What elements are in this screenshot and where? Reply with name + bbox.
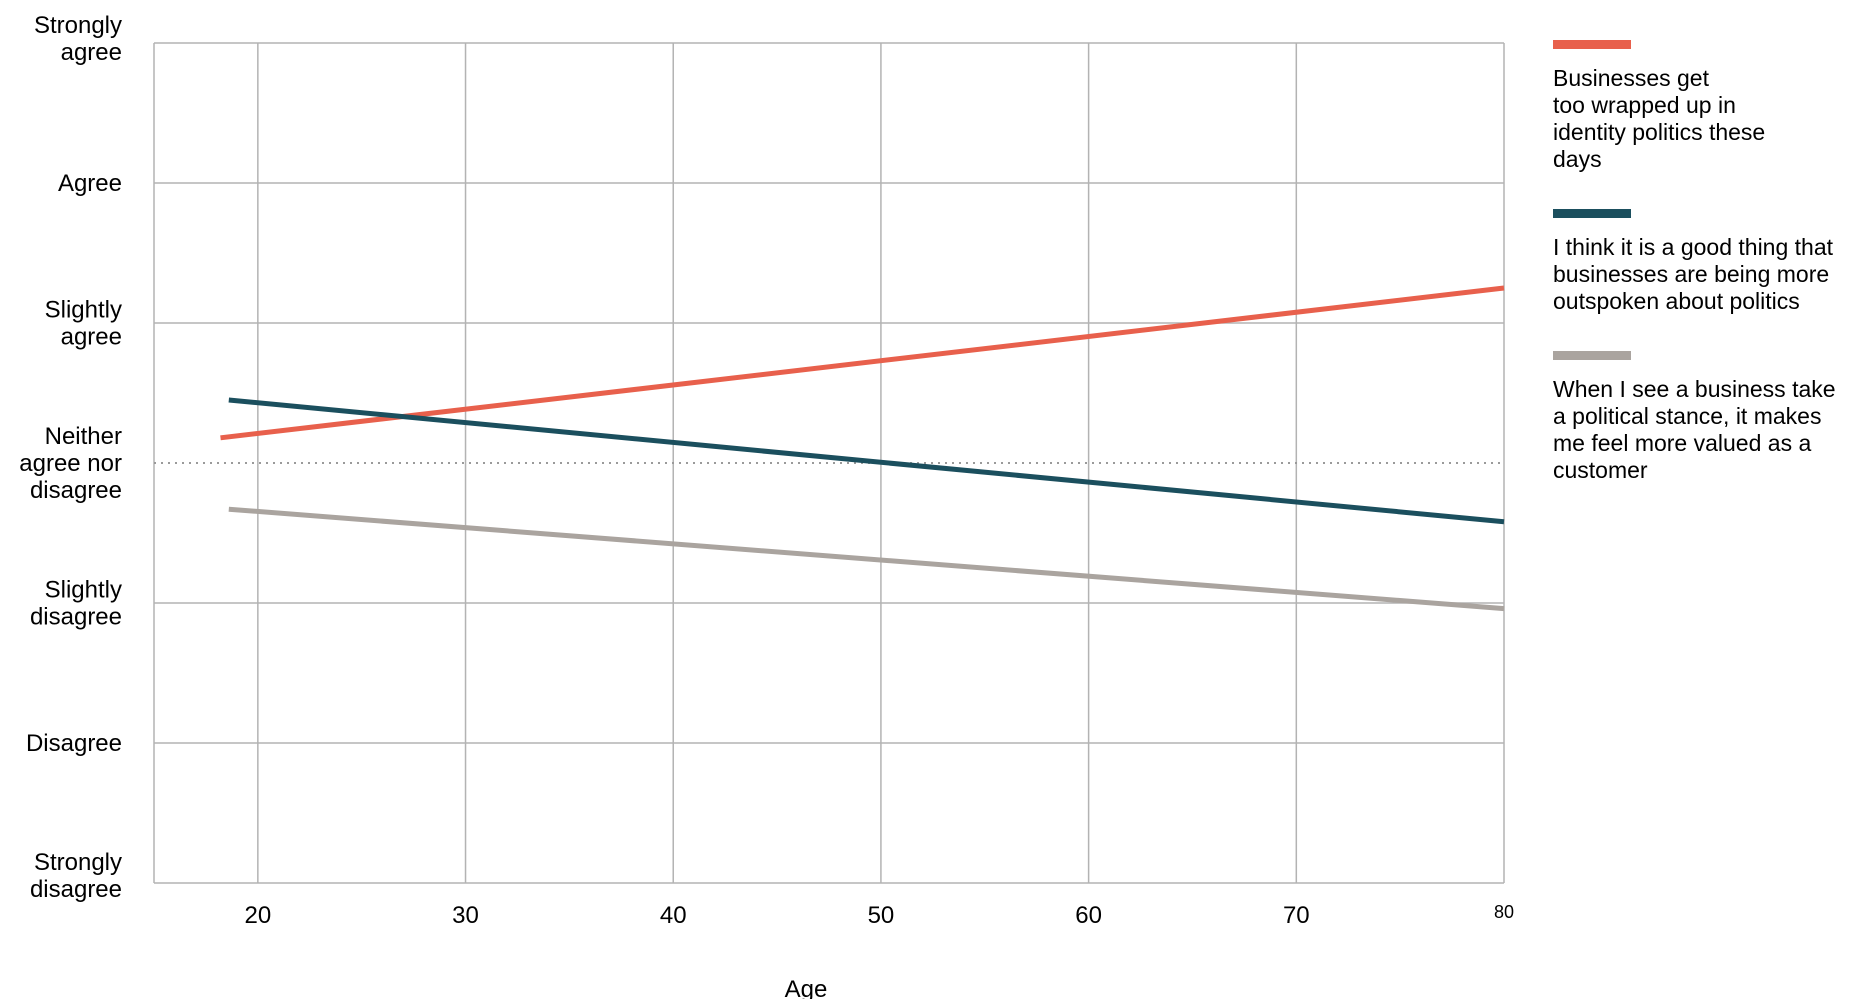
x-tick-label: 20 xyxy=(244,902,271,929)
y-tick-label: Neither agree nor disagree xyxy=(19,423,122,504)
series-lines xyxy=(220,285,1505,612)
legend: Businesses get too wrapped up in identit… xyxy=(1553,40,1863,520)
y-tick-label: Strongly agree xyxy=(34,12,122,66)
x-tick-label: 40 xyxy=(660,902,687,929)
legend-label: Businesses get too wrapped up in identit… xyxy=(1553,65,1766,172)
series-line-1 xyxy=(220,285,1505,441)
grid xyxy=(153,42,1505,884)
series-line-2 xyxy=(228,397,1505,525)
series-line-3 xyxy=(228,506,1505,612)
legend-item-1: Businesses get too wrapped up in identit… xyxy=(1553,40,1863,173)
x-axis-title: Age xyxy=(785,976,828,999)
legend-label: I think it is a good thing that business… xyxy=(1553,234,1834,314)
x-tick-label: 50 xyxy=(868,902,895,929)
y-tick-label: Disagree xyxy=(26,730,122,757)
legend-swatch xyxy=(1553,351,1631,360)
x-tick-label: 30 xyxy=(452,902,479,929)
y-tick-label: Slightly disagree xyxy=(30,577,122,631)
legend-item-3: When I see a business take a political s… xyxy=(1553,351,1863,484)
legend-item-2: I think it is a good thing that business… xyxy=(1553,209,1863,315)
legend-label: When I see a business take a political s… xyxy=(1553,376,1836,483)
y-tick-label: Strongly disagree xyxy=(30,849,122,903)
y-tick-label: Slightly agree xyxy=(45,297,122,351)
x-tick-labels: 20 30 40 50 60 70 80 xyxy=(244,902,1514,929)
legend-swatch xyxy=(1553,209,1631,218)
x-tick-label: 60 xyxy=(1075,902,1102,929)
y-tick-labels: Strongly agree Agree Slightly agree Neither ag… xyxy=(19,12,122,903)
legend-swatch xyxy=(1553,40,1631,49)
x-tick-label: 80 xyxy=(1494,902,1514,922)
y-tick-label: Agree xyxy=(58,170,122,197)
x-tick-label: 70 xyxy=(1283,902,1310,929)
